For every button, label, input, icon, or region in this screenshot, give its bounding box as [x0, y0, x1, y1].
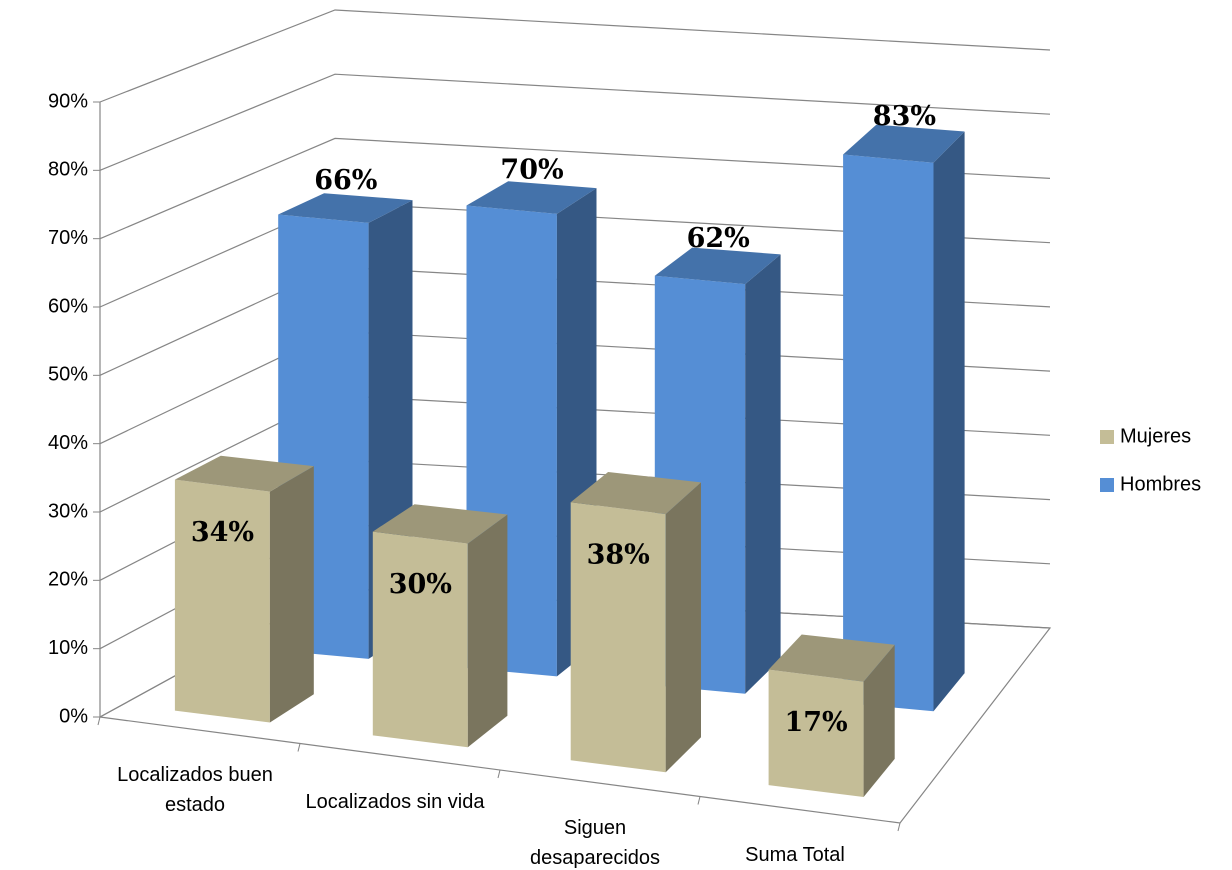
y-tick-label: 30% [48, 500, 88, 522]
bar-side [269, 466, 314, 723]
value-label: 83% [873, 101, 936, 132]
x-tick-mark [897, 822, 901, 832]
grid-line [99, 73, 1051, 171]
y-tick-label: 10% [48, 637, 88, 659]
value-label: 66% [314, 165, 377, 196]
x-tick-mark [497, 769, 501, 779]
y-tick-label: 20% [48, 569, 88, 591]
legend-label: Hombres [1120, 473, 1201, 495]
value-label: 34% [191, 517, 254, 548]
x-tick-mark [697, 796, 701, 805]
bar-front [174, 479, 270, 723]
bar-top [570, 472, 701, 515]
bar-side [933, 131, 965, 712]
bar-front [570, 502, 666, 773]
bar-front [372, 531, 468, 748]
legend-label: Mujeres [1120, 425, 1191, 447]
x-tick-label: Localizados buen estado [117, 764, 273, 817]
value-label: 17% [784, 707, 847, 738]
y-tick-label: 90% [48, 90, 88, 112]
x-tick-label: Siguen desaparecidos [529, 817, 661, 870]
grid-line [99, 9, 1051, 103]
bar-top [466, 181, 597, 214]
y-tick-label: 0% [59, 705, 88, 727]
x-tick-label: Localizados sin vida [305, 790, 485, 813]
legend-swatch [1100, 478, 1114, 492]
value-label: 70% [500, 155, 563, 186]
legend-swatch [1100, 430, 1114, 444]
x-tick-label: Suma Total [745, 843, 845, 866]
bar-side [863, 644, 895, 797]
x-tick-mark [97, 716, 101, 726]
bar-top [654, 247, 781, 285]
bar-top [174, 455, 314, 492]
bar-side [467, 514, 508, 748]
bar-front [843, 154, 934, 712]
bar-side [745, 254, 781, 694]
y-tick-label: 40% [48, 432, 88, 454]
y-tick-label: 70% [48, 227, 88, 249]
y-tick-label: 50% [48, 364, 88, 386]
grid-line [99, 137, 1051, 240]
bar-front [768, 669, 864, 797]
bar [768, 634, 895, 797]
bar-top [843, 124, 965, 163]
bar [372, 504, 508, 748]
bar [843, 124, 965, 712]
value-label: 38% [587, 540, 650, 571]
value-label: 30% [389, 569, 452, 600]
bar-side [665, 482, 701, 773]
bar-top [278, 193, 413, 223]
y-tick-label: 60% [48, 295, 88, 317]
x-tick-mark [297, 743, 301, 752]
bar [174, 455, 314, 723]
bar-top [768, 634, 895, 682]
bar-top [372, 504, 508, 544]
y-tick-label: 80% [48, 159, 88, 181]
bar [570, 472, 701, 773]
value-label: 62% [687, 223, 750, 254]
